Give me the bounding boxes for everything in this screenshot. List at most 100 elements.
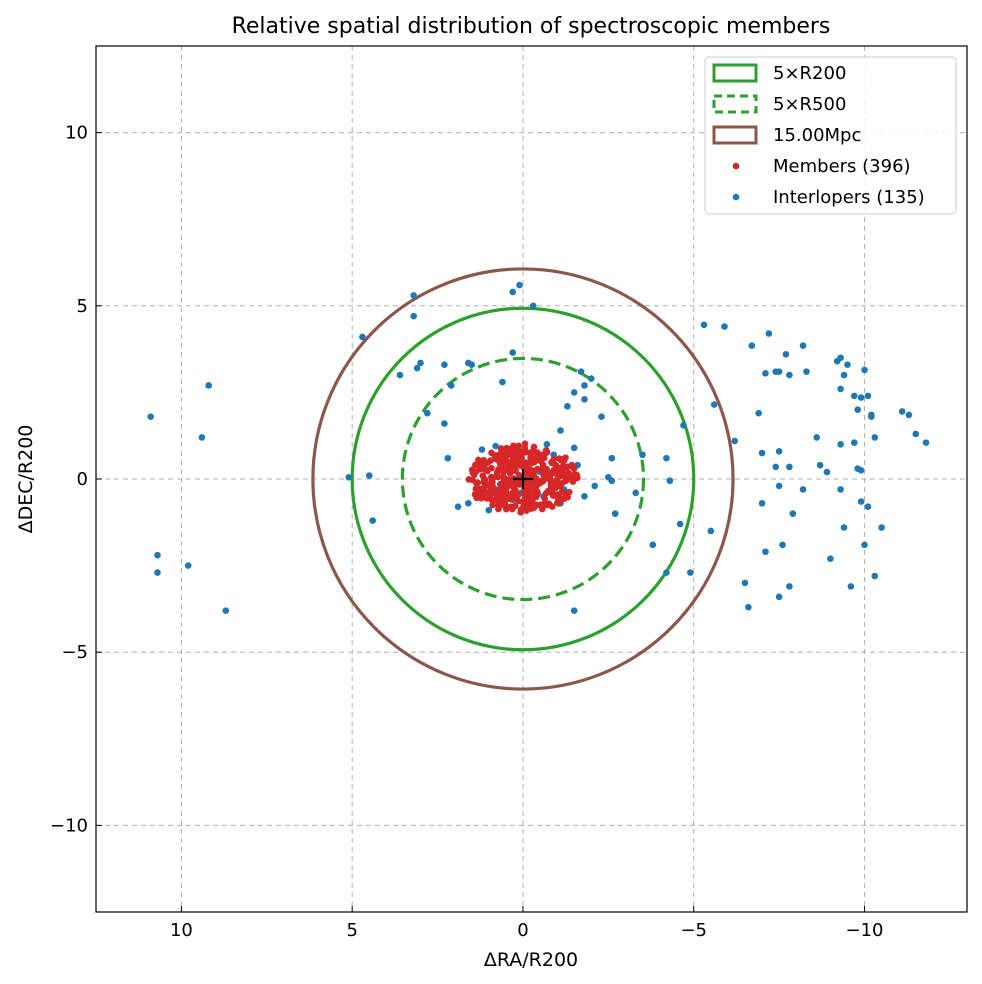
interloper-point xyxy=(710,401,718,408)
member-point xyxy=(506,469,514,477)
interloper-point xyxy=(605,473,612,481)
member-point xyxy=(521,444,529,452)
interloper-point xyxy=(509,349,517,356)
member-point xyxy=(470,471,478,478)
legend-label: Members (396) xyxy=(773,156,911,177)
member-point xyxy=(554,491,562,498)
member-point xyxy=(539,505,546,513)
interloper-point xyxy=(154,551,161,559)
interloper-point xyxy=(417,359,424,367)
interloper-point xyxy=(898,408,906,415)
interloper-point xyxy=(410,312,417,320)
member-point xyxy=(541,495,549,503)
member-point xyxy=(565,488,573,496)
interloper-point xyxy=(154,569,161,576)
member-point xyxy=(523,484,530,492)
member-point xyxy=(548,459,555,466)
member-point xyxy=(473,492,480,500)
member-point xyxy=(502,452,510,460)
interloper-point xyxy=(827,555,834,562)
member-point xyxy=(514,491,522,499)
legend-swatch xyxy=(712,94,758,114)
member-point xyxy=(563,473,571,480)
member-point xyxy=(479,472,487,480)
member-point xyxy=(548,503,556,510)
interloper-point xyxy=(857,467,865,474)
interloper-point xyxy=(755,409,762,417)
legend-label: 5×R500 xyxy=(773,94,846,115)
member-point xyxy=(488,496,495,503)
legend-label: Interlopers (135) xyxy=(773,187,925,208)
interloper-point xyxy=(871,434,879,441)
member-point xyxy=(564,493,571,501)
circle-15-00mpc xyxy=(311,267,735,691)
interloper-point xyxy=(854,406,861,414)
interloper-point xyxy=(570,389,578,396)
interloper-point xyxy=(649,541,657,549)
x-axis-ticks: 10 5 0 −5 −10 xyxy=(170,906,884,941)
member-point xyxy=(492,473,500,480)
interloper-point xyxy=(581,396,588,403)
member-point xyxy=(500,493,508,500)
interloper-point xyxy=(731,437,739,445)
interloper-point xyxy=(861,366,868,374)
member-point xyxy=(569,463,576,471)
interloper-point xyxy=(447,382,455,389)
member-point xyxy=(480,478,488,486)
member-point xyxy=(562,463,570,471)
member-point xyxy=(514,447,522,455)
member-point xyxy=(512,460,519,468)
interloper-point xyxy=(424,409,431,417)
interloper-point xyxy=(857,394,865,401)
member-point xyxy=(517,455,524,463)
interloper-point xyxy=(687,569,694,576)
interloper-point xyxy=(840,371,848,379)
interloper-point xyxy=(441,361,448,368)
interloper-point xyxy=(837,385,844,393)
interloper-point xyxy=(581,493,588,500)
interloper-point xyxy=(868,413,875,420)
legend-swatch xyxy=(712,125,758,145)
interloper-point xyxy=(577,368,585,375)
interloper-point xyxy=(803,368,810,375)
member-point xyxy=(487,457,494,464)
interloper-point xyxy=(499,378,506,386)
member-point xyxy=(473,479,480,487)
interloper-point xyxy=(570,607,578,614)
interloper-point xyxy=(570,444,578,452)
interloper-point xyxy=(639,451,646,459)
interloper-point xyxy=(410,292,417,299)
interloper-point xyxy=(741,579,749,587)
interloper-point xyxy=(587,375,595,382)
member-point xyxy=(531,458,538,466)
member-point xyxy=(481,466,489,473)
interloper-point xyxy=(922,439,930,446)
member-point xyxy=(508,490,516,498)
member-point xyxy=(554,499,561,507)
x-tick-label: 0 xyxy=(517,920,528,941)
legend-label: 5×R200 xyxy=(773,63,846,84)
interloper-point xyxy=(850,392,858,400)
member-point xyxy=(514,497,522,505)
member-point xyxy=(496,459,504,467)
interloper-point xyxy=(581,382,588,389)
x-axis-label: ΔRA/R200 xyxy=(484,949,578,971)
interloper-point xyxy=(786,463,793,471)
interloper-point xyxy=(598,413,605,420)
member-point xyxy=(539,478,546,485)
member-point xyxy=(480,484,487,492)
interloper-point xyxy=(147,413,154,420)
interloper-point xyxy=(441,420,448,427)
interloper-point xyxy=(762,548,769,556)
member-point xyxy=(539,451,546,459)
member-point xyxy=(533,492,540,499)
x-tick-label: −10 xyxy=(846,920,884,941)
interloper-point xyxy=(782,350,790,358)
interloper-point xyxy=(775,368,783,375)
interloper-point xyxy=(905,411,913,419)
member-point xyxy=(517,506,525,514)
interloper-point xyxy=(478,446,486,453)
legend-marker xyxy=(732,193,740,201)
interloper-point xyxy=(564,402,571,410)
